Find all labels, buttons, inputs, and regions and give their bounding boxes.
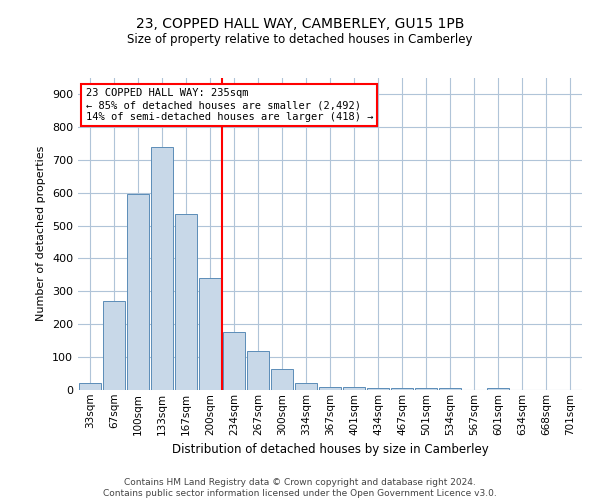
Bar [199,278,221,390]
Bar [367,388,389,390]
Bar [487,388,509,390]
Bar [247,350,269,390]
X-axis label: Distribution of detached houses by size in Camberley: Distribution of detached houses by size … [172,443,488,456]
Bar [175,214,197,390]
Text: 23, COPPED HALL WAY, CAMBERLEY, GU15 1PB: 23, COPPED HALL WAY, CAMBERLEY, GU15 1PB [136,18,464,32]
Text: Contains HM Land Registry data © Crown copyright and database right 2024.
Contai: Contains HM Land Registry data © Crown c… [103,478,497,498]
Bar [127,194,149,390]
Bar [343,386,365,390]
Bar [223,332,245,390]
Bar [151,146,173,390]
Bar [391,388,413,390]
Bar [319,386,341,390]
Bar [103,301,125,390]
Y-axis label: Number of detached properties: Number of detached properties [37,146,46,322]
Text: 23 COPPED HALL WAY: 235sqm
← 85% of detached houses are smaller (2,492)
14% of s: 23 COPPED HALL WAY: 235sqm ← 85% of deta… [86,88,373,122]
Text: Size of property relative to detached houses in Camberley: Size of property relative to detached ho… [127,32,473,46]
Bar [295,384,317,390]
Bar [415,388,437,390]
Bar [439,388,461,390]
Bar [271,368,293,390]
Bar [79,384,101,390]
